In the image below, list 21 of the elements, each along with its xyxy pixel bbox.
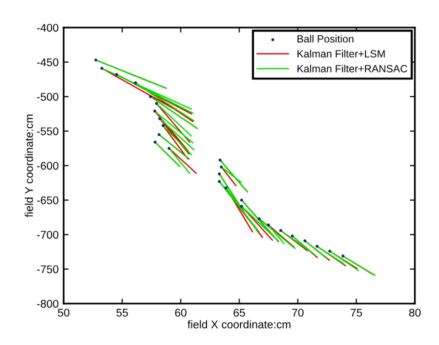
y-tick-label: -600	[37, 162, 58, 170]
x-tick-label: 50	[58, 308, 70, 317]
y-tick-label: -800	[37, 300, 58, 308]
y-tick-label: -750	[37, 265, 58, 274]
x-tick-label: 70	[292, 308, 304, 317]
y-tick-label: -500	[37, 92, 58, 101]
y-tick-label: -550	[37, 127, 58, 136]
y-tick-label: -400	[37, 24, 58, 32]
legend-label: Kalman Filter+RANSAC	[298, 64, 408, 72]
y-axis-title: field Y coordinate:cm	[24, 114, 33, 218]
legend-label: Kalman Filter+LSM	[298, 50, 385, 58]
y-tick-label: -450	[37, 58, 58, 66]
x-tick-label: 80	[409, 308, 421, 317]
x-tick-label: 60	[175, 308, 186, 317]
legend-label: Ball Position	[298, 34, 354, 43]
x-tick-label: 75	[350, 308, 362, 317]
x-axis-title: field X coordinate:cm	[188, 320, 290, 328]
y-tick-label: -700	[37, 230, 58, 239]
x-tick-label: 65	[234, 308, 245, 317]
x-tick-label: 55	[116, 308, 128, 317]
y-tick-label: -650	[37, 196, 58, 204]
